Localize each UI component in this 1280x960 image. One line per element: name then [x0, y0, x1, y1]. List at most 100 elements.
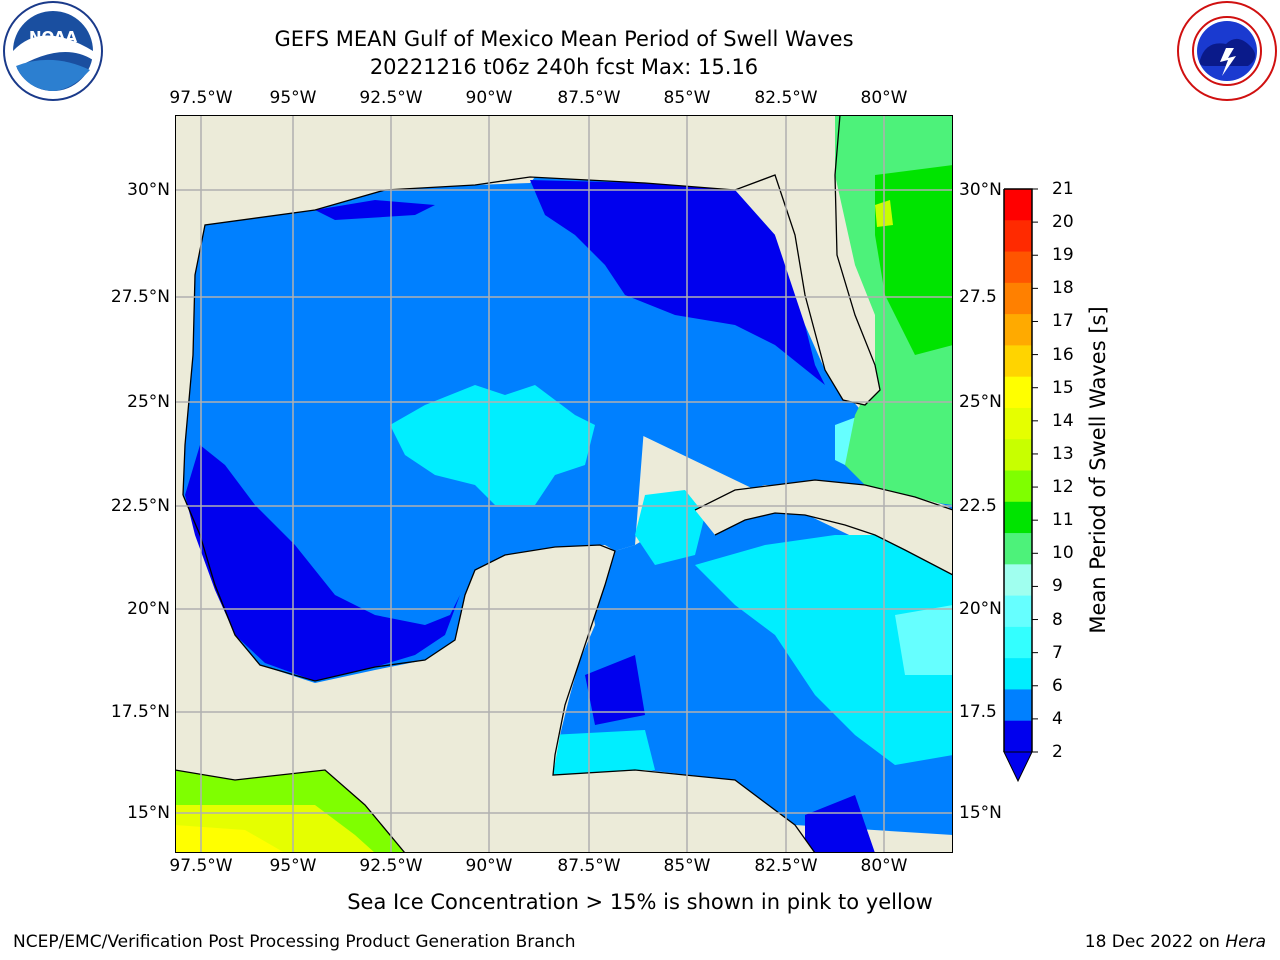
- lon-label-top: 80°W: [860, 88, 908, 108]
- lat-label-right: 27.5: [959, 287, 997, 307]
- footer-date-text: 18 Dec 2022 on: [1084, 932, 1226, 952]
- lon-label-bottom: 87.5°W: [557, 856, 621, 876]
- colorbar-swatch: [1004, 689, 1032, 722]
- colorbar-swatch: [1004, 658, 1032, 690]
- lat-label-left: 25°N: [127, 392, 170, 412]
- graticule: [175, 115, 953, 853]
- colorbar-swatch: [1004, 501, 1032, 534]
- colorbar-tick-label: 9: [1052, 576, 1063, 597]
- gulf-ocean: [205, 177, 953, 835]
- dark-blue-northwest-strip: [315, 200, 435, 220]
- colorbar-tick-label: 10: [1052, 543, 1074, 564]
- lon-label-top: 97.5°W: [169, 88, 233, 108]
- sea-ice-note: Sea Ice Concentration > 15% is shown in …: [347, 890, 933, 914]
- nws-logo: [1177, 1, 1277, 101]
- lon-label-bottom: 80°W: [860, 856, 908, 876]
- bright-green-atlantic: [875, 165, 953, 355]
- yucatan-peninsula: [375, 545, 615, 775]
- lon-label-bottom: 97.5°W: [169, 856, 233, 876]
- cyan-south-coast: [550, 730, 655, 775]
- cuba: [695, 480, 953, 575]
- lon-label-bottom: 95°W: [269, 856, 317, 876]
- footer-date: 18 Dec 2022 on Hera: [1085, 932, 1266, 952]
- colorbar-tick-label: 11: [1052, 510, 1074, 531]
- colorbar-swatch: [1004, 251, 1032, 284]
- colorbar-swatch: [1004, 282, 1032, 315]
- colorbar-title: Mean Period of Swell Waves [s]: [1086, 306, 1110, 634]
- florida: [775, 175, 880, 405]
- colorbar-swatch: [1004, 189, 1032, 221]
- colorbar-tick-label: 13: [1052, 443, 1074, 464]
- colorbar-tick-label: 7: [1052, 642, 1063, 663]
- colorbar-tick-label: 8: [1052, 609, 1063, 630]
- colorbar-tick-label: 21: [1052, 179, 1074, 199]
- colorbar-swatch: [1004, 595, 1032, 628]
- lat-label-right: 22.5: [959, 496, 997, 516]
- colorbar-tick-label: 19: [1052, 245, 1074, 266]
- mexico-coastline: [182, 494, 816, 853]
- lon-label-top: 85°W: [663, 88, 711, 108]
- footer-host: Hera: [1225, 932, 1266, 952]
- colorbar-tick-label: 17: [1052, 311, 1074, 332]
- colorbar-swatch: [1004, 564, 1032, 597]
- colorbar-tick-label: 20: [1052, 212, 1074, 233]
- colorbar-tick-label: 12: [1052, 477, 1074, 498]
- lat-label-left: 22.5°N: [110, 496, 170, 516]
- colorbar-swatch: [1004, 314, 1032, 346]
- map-title: GEFS MEAN Gulf of Mexico Mean Period of …: [274, 27, 854, 51]
- lat-label-left: 17.5°N: [110, 702, 170, 722]
- lat-label-right: 17.5: [959, 702, 997, 722]
- lon-label-top: 92.5°W: [359, 88, 423, 108]
- colorbar-swatch: [1004, 720, 1032, 753]
- colorbar: [1003, 188, 1038, 783]
- colorbar-swatch: [1004, 220, 1032, 253]
- cyan-caribbean: [695, 535, 953, 765]
- dark-blue-north: [530, 180, 825, 385]
- pacific-coastline: [175, 769, 406, 853]
- lat-label-left: 30°N: [127, 180, 170, 200]
- lon-label-bottom: 82.5°W: [754, 856, 818, 876]
- lon-label-top: 95°W: [269, 88, 317, 108]
- colorbar-swatch: [1004, 345, 1032, 378]
- colorbar-tick-label: 2: [1052, 742, 1063, 762]
- lon-label-top: 82.5°W: [754, 88, 818, 108]
- lat-label-right: 25°N: [959, 392, 1002, 412]
- gulf-of-mexico-swell-map: [175, 115, 953, 853]
- map-subtitle: 20221216 t06z 240h fcst Max: 15.16: [369, 55, 759, 79]
- lat-label-right: 15°N: [959, 803, 1002, 823]
- colorbar-tick-label: 14: [1052, 410, 1074, 431]
- cuba-coastline: [694, 479, 953, 576]
- colorbar-swatch: [1004, 533, 1032, 565]
- colorbar-under-triangle: [1003, 751, 1033, 783]
- central-america: [175, 685, 815, 853]
- mexico-west-coast-land: [175, 115, 953, 515]
- cyan-central: [390, 385, 595, 505]
- lon-label-bottom: 92.5°W: [359, 856, 423, 876]
- colorbar-swatch: [1004, 376, 1032, 409]
- dark-blue-southeast: [805, 795, 875, 853]
- colorbar-tick-label: 16: [1052, 344, 1074, 365]
- lat-label-left: 15°N: [127, 803, 170, 823]
- colorbar-swatch: [1004, 470, 1032, 503]
- noaa-logo: NOAA: [3, 1, 103, 101]
- pacific-yellow-2: [175, 825, 285, 853]
- light-cyan-patch: [895, 605, 953, 675]
- colorbar-swatch: [1004, 626, 1032, 659]
- lon-label-top: 87.5°W: [557, 88, 621, 108]
- colorbar-tick-label: 15: [1052, 377, 1074, 398]
- colorbar-tick-label: 6: [1052, 675, 1063, 696]
- dark-blue-south-caribbean: [585, 655, 645, 725]
- colorbar-swatch: [1004, 407, 1032, 440]
- lon-label-bottom: 90°W: [465, 856, 513, 876]
- colorbar-tick-label: 4: [1052, 708, 1063, 729]
- lon-label-top: 90°W: [465, 88, 513, 108]
- lat-label-left: 20°N: [127, 599, 170, 619]
- lat-label-right: 30°N: [959, 180, 1002, 200]
- lon-label-bottom: 85°W: [663, 856, 711, 876]
- svg-text:NOAA: NOAA: [29, 28, 78, 46]
- lat-label-right: 20°N: [959, 599, 1002, 619]
- footer-credit: NCEP/EMC/Verification Post Processing Pr…: [13, 932, 576, 952]
- colorbar-swatch: [1004, 439, 1032, 471]
- lat-label-left: 27.5°N: [110, 287, 170, 307]
- colorbar-tick-label: 18: [1052, 278, 1074, 299]
